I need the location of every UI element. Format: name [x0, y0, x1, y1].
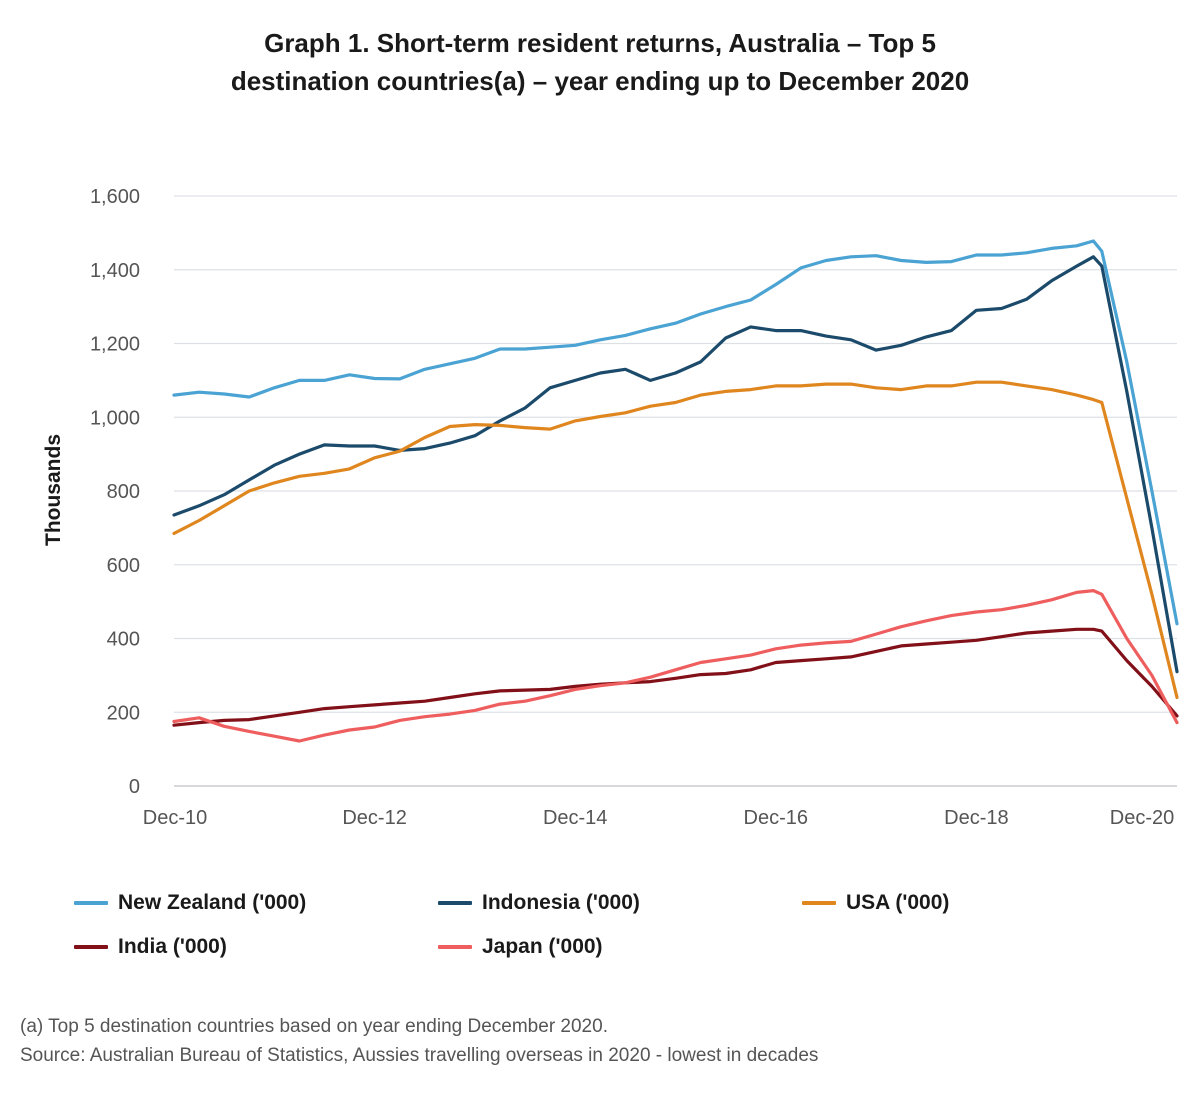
footnote: (a) Top 5 destination countries based on…: [20, 1016, 608, 1037]
series-line-1: [172, 255, 1179, 674]
y-tick-label: 600: [107, 555, 140, 577]
legend-item: India ('000): [74, 929, 227, 965]
x-tick-label: Dec-14: [543, 807, 607, 829]
legend-label: New Zealand ('000): [118, 891, 307, 914]
series-line-3: [172, 627, 1179, 727]
y-tick-label: 800: [107, 481, 140, 503]
x-axis: Dec-10 Dec-12 Dec-14 Dec-16 Dec-18 Dec-20: [143, 807, 1174, 829]
legend-swatch: [74, 901, 108, 905]
legend-label: Japan ('000): [482, 935, 603, 958]
y-tick-label: 400: [107, 629, 140, 651]
x-tick-label: Dec-16: [744, 807, 808, 829]
series-line-4: [172, 589, 1179, 743]
legend-item: Japan ('000): [438, 929, 603, 965]
legend-item: USA ('000): [802, 885, 949, 921]
series-lines: [172, 239, 1179, 743]
legend-swatch: [438, 901, 472, 905]
notes: (a) Top 5 destination countries based on…: [20, 1012, 1180, 1070]
x-tick-label: Dec-12: [342, 807, 406, 829]
y-axis-label: Thousands: [42, 434, 65, 546]
legend-label: USA ('000): [846, 891, 950, 914]
chart-title-line-2: destination countries(a) – year ending u…: [230, 66, 970, 96]
y-tick-label: 1,200: [90, 334, 140, 356]
y-tick-label: 1,600: [90, 186, 140, 208]
line-chart: 0 200 400 600 800 1,000 1,200 1,400 1,600 Dec-10…: [42, 186, 1179, 829]
x-tick-label: Dec-10: [143, 807, 207, 829]
legend-swatch: [74, 945, 108, 949]
series-line-2: [172, 380, 1179, 700]
x-tick-label: Dec-20: [1110, 807, 1174, 829]
source-note: Source: Australian Bureau of Statistics,…: [20, 1045, 819, 1066]
legend-swatch: [802, 901, 836, 905]
y-tick-label: 1,400: [90, 260, 140, 282]
legend-swatch: [438, 945, 472, 949]
chart-title: Graph 1. Short-term resident returns, Au…: [0, 24, 1200, 100]
legend-label: India ('000): [118, 935, 227, 958]
series-line-0: [172, 239, 1179, 626]
y-tick-label: 1,000: [90, 407, 140, 429]
legend-item: Indonesia ('000): [438, 885, 640, 921]
legend-label: Indonesia ('000): [482, 891, 640, 914]
legend-item: New Zealand ('000): [74, 885, 306, 921]
gridlines: [174, 195, 1177, 787]
y-tick-label: 200: [107, 702, 140, 724]
chart-title-line-1: Graph 1. Short-term resident returns, Au…: [264, 28, 936, 58]
x-tick-label: Dec-18: [944, 807, 1008, 829]
y-axis: 0 200 400 600 800 1,000 1,200 1,400 1,600: [90, 186, 140, 798]
y-tick-label: 0: [129, 776, 140, 798]
